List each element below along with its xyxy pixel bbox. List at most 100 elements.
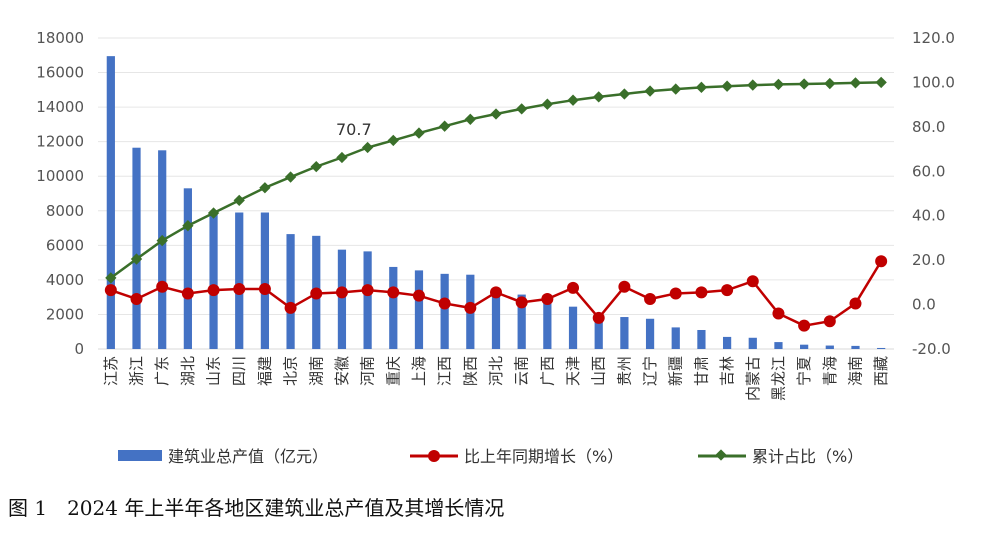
bar [106,56,115,350]
growth-point [823,315,836,328]
cumulative-point [182,220,194,232]
category-label: 江苏 [102,356,120,386]
category-label: 山西 [590,356,608,386]
bar [851,345,860,349]
left-tick-label: 8000 [46,202,84,220]
growth-point [412,289,425,302]
growth-point [798,319,811,332]
bar [620,317,629,349]
category-label: 广东 [153,356,171,386]
legend-growth-marker [428,450,440,462]
category-labels: 江苏 浙江 广东 湖北 山东 四川 福建 北京 湖南 安徽 河南 重庆 上海 江西 陕西 河北 云南 广西 天津 山西… [102,356,890,401]
category-label: 海南 [846,356,864,386]
growth-line-series [104,255,888,332]
left-tick-label: 2000 [46,305,84,323]
right-tick-label: 0.0 [912,296,936,314]
left-tick-label: 0 [74,340,84,358]
growth-point [258,283,271,296]
cumulative-point [593,91,605,103]
left-tick-label: 16000 [36,64,84,82]
bar [389,266,398,349]
cumulative-point [516,103,528,115]
gridlines [98,37,894,315]
bar [414,270,424,349]
category-label: 新疆 [667,356,685,386]
right-tick-label: 60.0 [912,162,945,180]
left-tick-label: 4000 [46,271,84,289]
bar [337,249,347,349]
growth-point [310,287,323,300]
growth-point [284,301,297,314]
category-label: 宁夏 [795,356,813,386]
category-label: 广西 [538,356,556,386]
category-label: 甘肃 [692,356,710,386]
growth-point [387,286,400,299]
growth-point [618,280,631,293]
cumulative-point [310,160,322,173]
bar [260,212,270,349]
right-tick-label: 20.0 [912,251,945,269]
bar [697,329,706,349]
cumulative-line-series [105,76,887,284]
category-label: 安徽 [333,356,351,386]
category-label: 河南 [359,356,377,386]
category-label: 湖南 [307,356,325,386]
bar-series [106,56,886,350]
category-label: 黑龙江 [769,356,787,401]
legend-bar-swatch [118,450,162,461]
category-label: 福建 [256,356,274,386]
bar [209,211,218,349]
bar [286,234,295,349]
cumulative-point [798,78,810,90]
left-tick-label: 18000 [36,29,84,47]
bar [132,147,141,349]
growth-point [849,297,862,310]
right-tick-label: -20.0 [912,340,951,358]
category-label: 浙江 [128,356,146,386]
bar [235,212,244,349]
growth-point [207,284,220,297]
category-label: 上海 [410,356,428,386]
category-label: 西藏 [872,356,890,386]
cumulative-point [644,85,656,97]
category-label: 湖北 [179,356,197,386]
category-label: 江西 [436,356,454,386]
annotation-label: 70.7 [336,120,372,139]
growth-point [104,284,117,297]
bar [517,294,526,349]
bar [158,150,167,349]
legend-growth-label: 比上年同期增长（%） [464,447,623,466]
bar [491,291,501,349]
category-label: 重庆 [384,356,402,386]
category-label: 辽宁 [641,356,659,386]
cumulative-point [721,80,733,92]
growth-point [156,280,169,293]
cumulative-point [156,234,168,247]
growth-point [695,286,708,299]
bar [671,327,680,349]
left-tick-label: 12000 [36,133,84,151]
legend-cum-marker [715,449,727,461]
category-label: 青海 [821,356,839,386]
growth-point [746,275,759,288]
category-label: 四川 [230,356,248,386]
cumulative-point [567,94,579,106]
cumulative-point [875,76,887,89]
cumulative-point [490,108,502,120]
right-axis: -20.0 0.0 20.0 40.0 60.0 80.0 100.0 120.0 [912,29,955,358]
growth-point [669,287,682,300]
growth-point [567,281,580,294]
figure-caption: 图 1 2024 年上半年各地区建筑业总产值及其增长情况 [8,496,505,520]
category-label: 吉林 [718,356,736,386]
cumulative-point [849,77,862,89]
growth-point [233,283,246,296]
bar [440,273,449,349]
cumulative-point [284,171,297,183]
cumulative-point [464,113,476,125]
category-label: 天津 [564,356,582,386]
cumulative-point [747,79,759,91]
cumulative-point [618,88,631,100]
growth-point [875,255,888,268]
left-tick-label: 10000 [36,167,84,185]
cumulative-point [207,207,220,219]
